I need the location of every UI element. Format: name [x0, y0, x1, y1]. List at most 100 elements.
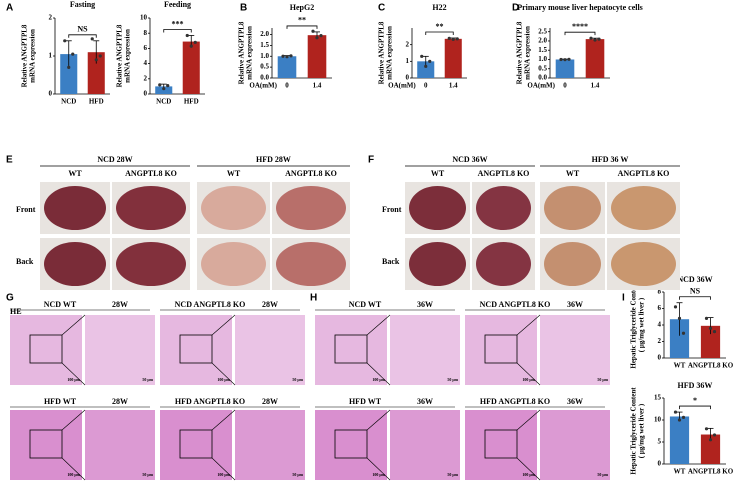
data-point: [311, 29, 315, 33]
histology-image: [10, 315, 82, 385]
y-tick-label: 8: [658, 288, 662, 296]
scale-bar: 100 μm: [217, 472, 230, 477]
data-point: [681, 415, 686, 419]
sample-label: NCD WT: [349, 300, 382, 309]
x-tick-label: ANGPTL8 KO: [688, 468, 734, 476]
column-label: WT: [227, 169, 241, 178]
data-point: [158, 83, 162, 87]
x-tick-label: NCD: [61, 98, 76, 106]
scale-bar: 50 μm: [142, 472, 153, 477]
y-tick-label: 4: [658, 321, 662, 329]
time-label: 36W: [567, 300, 583, 309]
liver: [611, 186, 676, 230]
y-tick-label: 2.0: [538, 37, 547, 45]
bar: [60, 54, 78, 94]
data-point: [185, 33, 189, 38]
scale-bar: 100 μm: [522, 472, 535, 477]
scale-bar: 50 μm: [142, 377, 153, 382]
y-tick-label: 8: [144, 29, 148, 37]
y-tick-label: 1.0: [260, 52, 269, 60]
y-tick-label: 2.0: [260, 30, 269, 38]
x-tick-label: HFD: [184, 98, 199, 106]
y-tick-label: 1: [49, 52, 53, 60]
liver: [276, 186, 346, 230]
data-point: [315, 36, 319, 40]
time-label: 36W: [417, 397, 433, 406]
y-tick-label: 10: [654, 416, 662, 424]
significance-label: **: [298, 16, 306, 25]
y-axis-label: Relative ANGPTPL8: [378, 21, 386, 84]
zoom-lines: [366, 409, 391, 481]
histology-image: [10, 410, 82, 480]
histology-image: [315, 315, 387, 385]
bar: [700, 434, 721, 464]
data-point: [94, 58, 98, 62]
row-label: Front: [16, 205, 36, 214]
bar: [444, 38, 462, 78]
y-tick-label: 15: [654, 394, 662, 402]
bar: [669, 319, 690, 358]
y-tick-label: 0: [406, 74, 410, 82]
histology-image: [315, 410, 387, 480]
data-point: [677, 316, 682, 320]
row-label: Front: [382, 205, 402, 214]
bar: [555, 59, 575, 78]
x-axis-label: OA(mM): [388, 82, 416, 90]
x-tick-label: 0: [563, 82, 567, 90]
zoom-box: [484, 429, 518, 459]
scale-bar: 100 μm: [522, 377, 535, 382]
scale-bar: 100 μm: [372, 472, 385, 477]
x-axis-label: OA(mM): [527, 82, 555, 90]
column-label: ANGPTL8 KO: [618, 169, 670, 178]
data-point: [589, 36, 593, 40]
scale-bar: 50 μm: [447, 472, 458, 477]
y-axis-label: mRNA expression: [524, 26, 532, 80]
scale-bar: 50 μm: [292, 472, 303, 477]
zoom-box: [179, 334, 213, 364]
data-point: [708, 438, 713, 442]
histology-zoom: [390, 410, 460, 480]
bar: [585, 39, 605, 78]
x-tick-label: 0: [424, 82, 428, 90]
histology-zoom: [390, 315, 460, 385]
y-tick-label: 2: [406, 40, 410, 48]
liver: [201, 242, 266, 286]
time-label: 28W: [112, 300, 128, 309]
significance-label: NS: [77, 25, 88, 34]
zoom-lines: [516, 409, 541, 481]
bar: [277, 56, 297, 78]
data-point: [704, 427, 709, 431]
x-tick-label: WT: [674, 362, 686, 370]
column-label: WT: [566, 169, 580, 178]
y-tick-label: 10: [140, 14, 148, 22]
time-label: 28W: [262, 300, 278, 309]
zoom-box: [29, 429, 63, 459]
significance-bracket: [564, 31, 596, 36]
data-point: [708, 326, 713, 330]
y-tick-label: 0: [658, 354, 662, 362]
y-axis-label: mRNA expression: [246, 26, 254, 80]
data-point: [98, 54, 102, 58]
column-label: WT: [68, 169, 82, 178]
y-tick-label: 1.0: [538, 55, 547, 63]
data-point: [90, 37, 94, 41]
chart-title: Primary mouse liver hepatocyte cells: [517, 3, 643, 12]
histology-zoom: [540, 410, 610, 480]
data-point: [712, 433, 717, 437]
histology-image: [465, 315, 537, 385]
histology-image: [160, 410, 232, 480]
sample-label: HFD WT: [349, 397, 382, 406]
y-tick-label: 4: [144, 59, 148, 67]
data-point: [67, 65, 71, 69]
chart-title: Fasting: [70, 0, 95, 9]
y-tick-label: 0: [49, 90, 53, 98]
stain-label: HE: [10, 307, 22, 316]
y-axis-label: mRNA expression: [124, 29, 132, 83]
sample-label: NCD ANGPTL8 KO: [175, 300, 246, 309]
zoom-lines: [211, 409, 236, 481]
column-label: ANGPTL8 KO: [478, 169, 530, 178]
significance-bracket: [163, 29, 192, 33]
data-point: [681, 331, 686, 335]
y-tick-label: 2: [49, 14, 53, 22]
